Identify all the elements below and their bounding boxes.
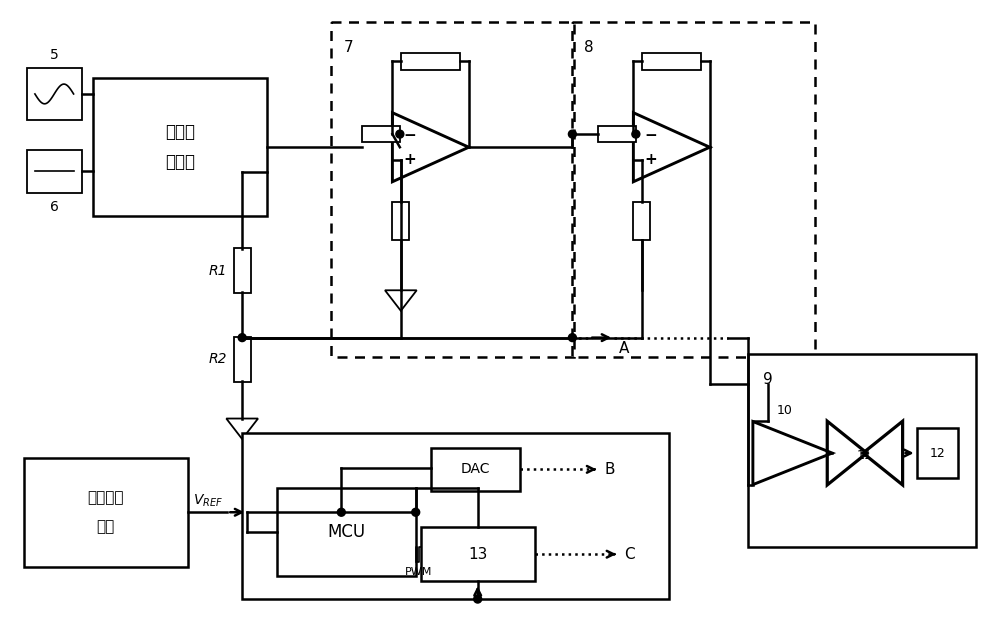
- Bar: [748, 355, 976, 546]
- Bar: [27, 150, 82, 193]
- Circle shape: [568, 333, 576, 342]
- Text: 10: 10: [777, 404, 793, 417]
- Circle shape: [396, 130, 404, 138]
- Circle shape: [337, 509, 345, 516]
- Text: R2: R2: [209, 352, 227, 366]
- Text: C: C: [624, 546, 635, 561]
- Text: 6: 6: [50, 201, 59, 214]
- Text: 电压参考: 电压参考: [88, 490, 124, 505]
- Bar: [633, 202, 650, 240]
- Text: −: −: [644, 128, 657, 143]
- Circle shape: [474, 595, 482, 603]
- Circle shape: [568, 130, 576, 138]
- Text: 13: 13: [468, 546, 487, 561]
- Circle shape: [412, 509, 420, 516]
- Bar: [242, 433, 669, 599]
- Bar: [234, 248, 251, 292]
- Text: −: −: [403, 128, 416, 143]
- Text: A: A: [619, 340, 629, 356]
- Text: MCU: MCU: [327, 523, 365, 541]
- Bar: [401, 53, 460, 70]
- Circle shape: [238, 333, 246, 342]
- Bar: [362, 125, 400, 142]
- Text: 差分型: 差分型: [165, 124, 195, 142]
- Bar: [93, 78, 267, 216]
- Text: +: +: [403, 152, 416, 167]
- Bar: [642, 53, 701, 70]
- Bar: [917, 428, 958, 478]
- Bar: [598, 125, 636, 142]
- Bar: [392, 202, 409, 240]
- Bar: [24, 458, 188, 566]
- Bar: [421, 527, 535, 581]
- Bar: [331, 22, 574, 357]
- Bar: [431, 448, 520, 491]
- Text: R1: R1: [209, 263, 227, 278]
- Text: DAC: DAC: [460, 463, 490, 476]
- Text: B: B: [604, 462, 615, 477]
- Text: PWM: PWM: [405, 566, 432, 576]
- Circle shape: [632, 130, 640, 138]
- Text: 5: 5: [50, 48, 59, 62]
- Text: 8: 8: [584, 40, 594, 55]
- Bar: [277, 487, 416, 576]
- Text: 7: 7: [343, 40, 353, 55]
- Bar: [27, 68, 82, 120]
- Bar: [572, 22, 815, 357]
- Text: +: +: [644, 152, 657, 167]
- Text: 传感器: 传感器: [165, 153, 195, 171]
- Text: $V_{REF}$: $V_{REF}$: [193, 493, 223, 509]
- Text: 12: 12: [929, 446, 945, 460]
- Text: 芯片: 芯片: [97, 520, 115, 535]
- Bar: [234, 337, 251, 381]
- Text: 9: 9: [763, 372, 773, 387]
- Text: 11: 11: [857, 448, 873, 461]
